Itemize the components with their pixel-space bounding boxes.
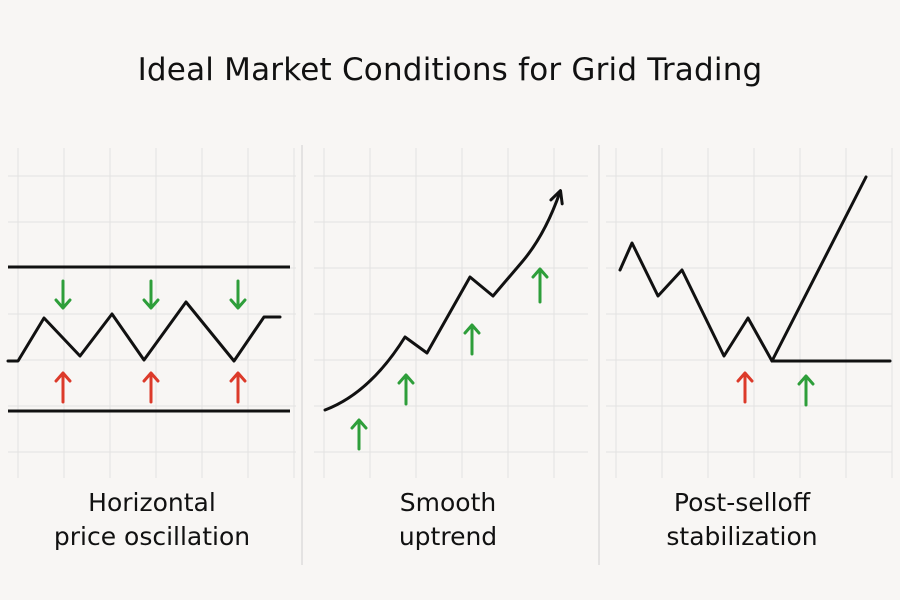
buy-arrow	[229, 371, 247, 404]
oscillation-line	[6, 300, 282, 363]
caption-line: Post-selloff	[673, 488, 811, 517]
sell-arrow	[229, 279, 247, 310]
selloff-line	[618, 175, 868, 363]
panel-post-selloff	[618, 175, 892, 407]
caption-line: uptrend	[398, 522, 498, 551]
diagram-title: Ideal Market Conditions for Grid Trading	[137, 52, 763, 88]
buy-arrow	[736, 371, 754, 404]
buy-arrow	[397, 373, 415, 406]
buy-arrow	[531, 267, 549, 304]
caption-uptrend: Smooth uptrend	[303, 486, 593, 554]
buy-arrow	[54, 371, 72, 404]
buy-arrow	[463, 323, 481, 356]
buy-arrow	[797, 374, 815, 407]
panel-uptrend	[323, 189, 564, 451]
caption-horizontal: Horizontal price oscillation	[7, 486, 297, 554]
buy-arrow	[350, 418, 368, 451]
caption-line: Horizontal	[88, 488, 216, 517]
uptrend-line	[323, 189, 564, 412]
sell-arrow	[54, 279, 72, 310]
panel-horizontal	[6, 265, 290, 413]
caption-line: stabilization	[666, 522, 818, 551]
caption-line: Smooth	[399, 488, 497, 517]
caption-post-selloff: Post-selloff stabilization	[597, 486, 887, 554]
sell-arrow	[142, 279, 160, 310]
panel-dividers	[301, 145, 600, 565]
caption-line: price oscillation	[53, 522, 251, 551]
buy-arrow	[142, 371, 160, 404]
